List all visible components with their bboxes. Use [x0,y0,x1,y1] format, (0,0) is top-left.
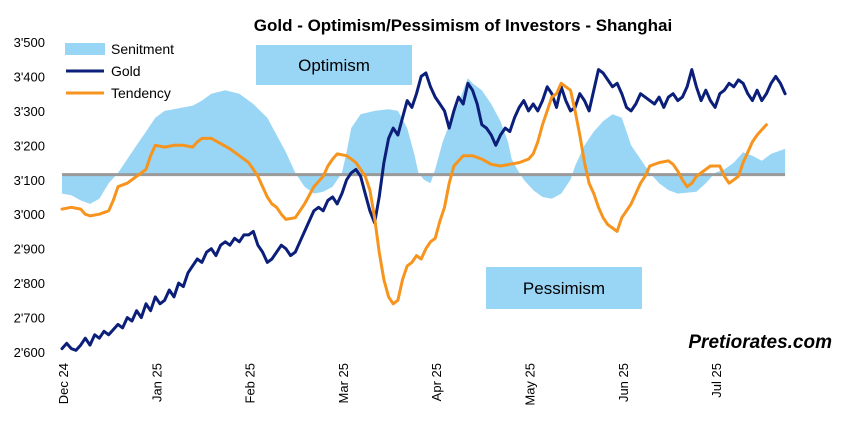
optimism-box [256,45,412,85]
y-tick-label: 3'300 [14,104,45,119]
legend-swatch-senitment [65,43,105,55]
x-tick-label: Dec 24 [56,363,71,404]
legend: Senitment Gold Tendency [65,41,174,101]
legend-label-tendency: Tendency [111,85,171,101]
line-layer [60,68,787,352]
y-tick-label: 2'600 [14,345,45,360]
y-tick-label: 2'700 [14,311,45,326]
y-tick-label: 3'500 [14,35,45,50]
x-axis: Dec 24 Jan 25 Feb 25 Mar 25 Apr 25 May 25 Jun … [56,363,724,406]
x-tick-label: May 25 [523,363,538,406]
optimism-label: Optimism [298,56,370,75]
pessimism-label: Pessimism [523,279,605,298]
y-tick-label: 3'000 [14,207,45,222]
x-tick-label: Jul 25 [709,363,724,398]
y-tick-label: 3'400 [14,69,45,84]
y-axis: 2'600 2'700 2'800 2'900 3'000 3'100 3'200 3'300… [14,35,45,360]
x-tick-label: Jun 25 [616,363,631,402]
y-tick-label: 2'900 [14,242,45,257]
legend-label-gold: Gold [111,63,141,79]
series-gold-line [60,68,787,352]
y-tick-label: 3'100 [14,173,45,188]
y-tick-label: 3'200 [14,138,45,153]
x-tick-label: Mar 25 [336,363,351,403]
x-tick-label: Jan 25 [149,363,164,402]
y-tick-label: 2'800 [14,276,45,291]
annotation-layer: Optimism Pessimism [256,45,642,309]
series-tendency-line [60,81,768,306]
series-senitment-area [62,78,786,204]
watermark: Pretiorates.com [688,332,832,353]
sentiment-area-layer [62,78,786,204]
pessimism-box [486,267,642,309]
legend-label-senitment: Senitment [111,41,174,57]
x-tick-label: Feb 25 [243,363,258,403]
chart-title: Gold - Optimism/Pessimism of Investors -… [254,16,672,35]
x-tick-label: Apr 25 [429,363,444,401]
